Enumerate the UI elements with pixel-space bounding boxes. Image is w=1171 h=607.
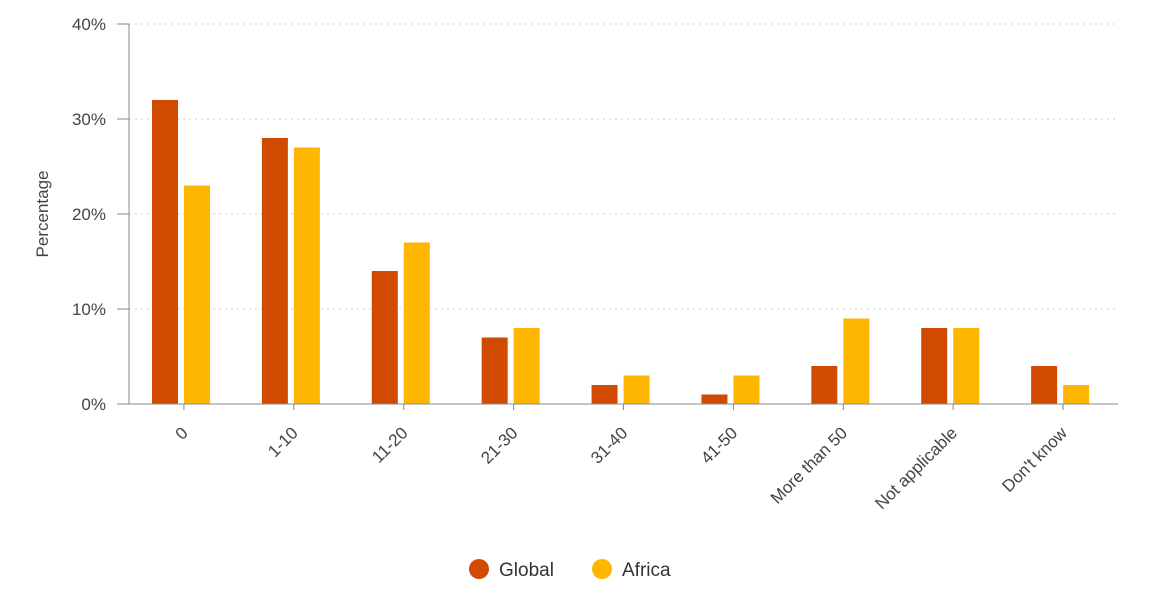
bar-global [152,100,178,404]
y-tick-label: 40% [72,15,106,34]
y-tick-label: 30% [72,110,106,129]
x-tick-label: 21-30 [477,423,521,467]
bar-global [701,394,728,404]
bar-global [1031,366,1058,404]
bar-global [371,271,398,404]
bar-africa [843,318,870,404]
x-tick-label: Not applicable [871,423,961,513]
bar-africa [403,242,430,404]
bar-global [261,138,288,404]
bar-africa [1063,385,1090,404]
y-tick-label: 0% [81,395,106,414]
x-tick-label: 1-10 [264,423,301,460]
bars [152,100,1090,404]
x-tick-label: 41-50 [697,423,741,467]
bar-africa [623,375,650,404]
x-tick-label: Don't know [998,423,1071,496]
bar-africa [293,147,320,404]
legend-label: Global [499,560,554,581]
legend-label: Africa [622,560,671,581]
bar-africa [184,185,210,404]
bar-global [811,366,838,404]
bar-africa [953,328,980,404]
x-tick-label: 11-20 [368,423,411,466]
y-tick-label: 10% [72,300,106,319]
x-tick-labels: 0 1-10 11-20 21-30 31-40 41-50 More than 50 Not… [172,423,1072,513]
x-tick-label: 0 [172,423,192,443]
x-tick-label: More than 50 [767,423,851,507]
legend: Global Africa [469,559,671,581]
bar-global [921,328,948,404]
bar-global [591,385,618,404]
bar-africa [513,328,540,404]
x-tick-label: 31-40 [587,423,631,467]
y-tick-label: 20% [72,205,106,224]
bar-global [481,337,508,404]
y-axis-title: Percentage [33,171,52,258]
legend-swatch [592,559,612,579]
y-tick-labels: 0% 10% 20% 30% 40% [72,15,129,414]
legend-swatch [469,559,489,579]
bar-africa [733,375,760,404]
